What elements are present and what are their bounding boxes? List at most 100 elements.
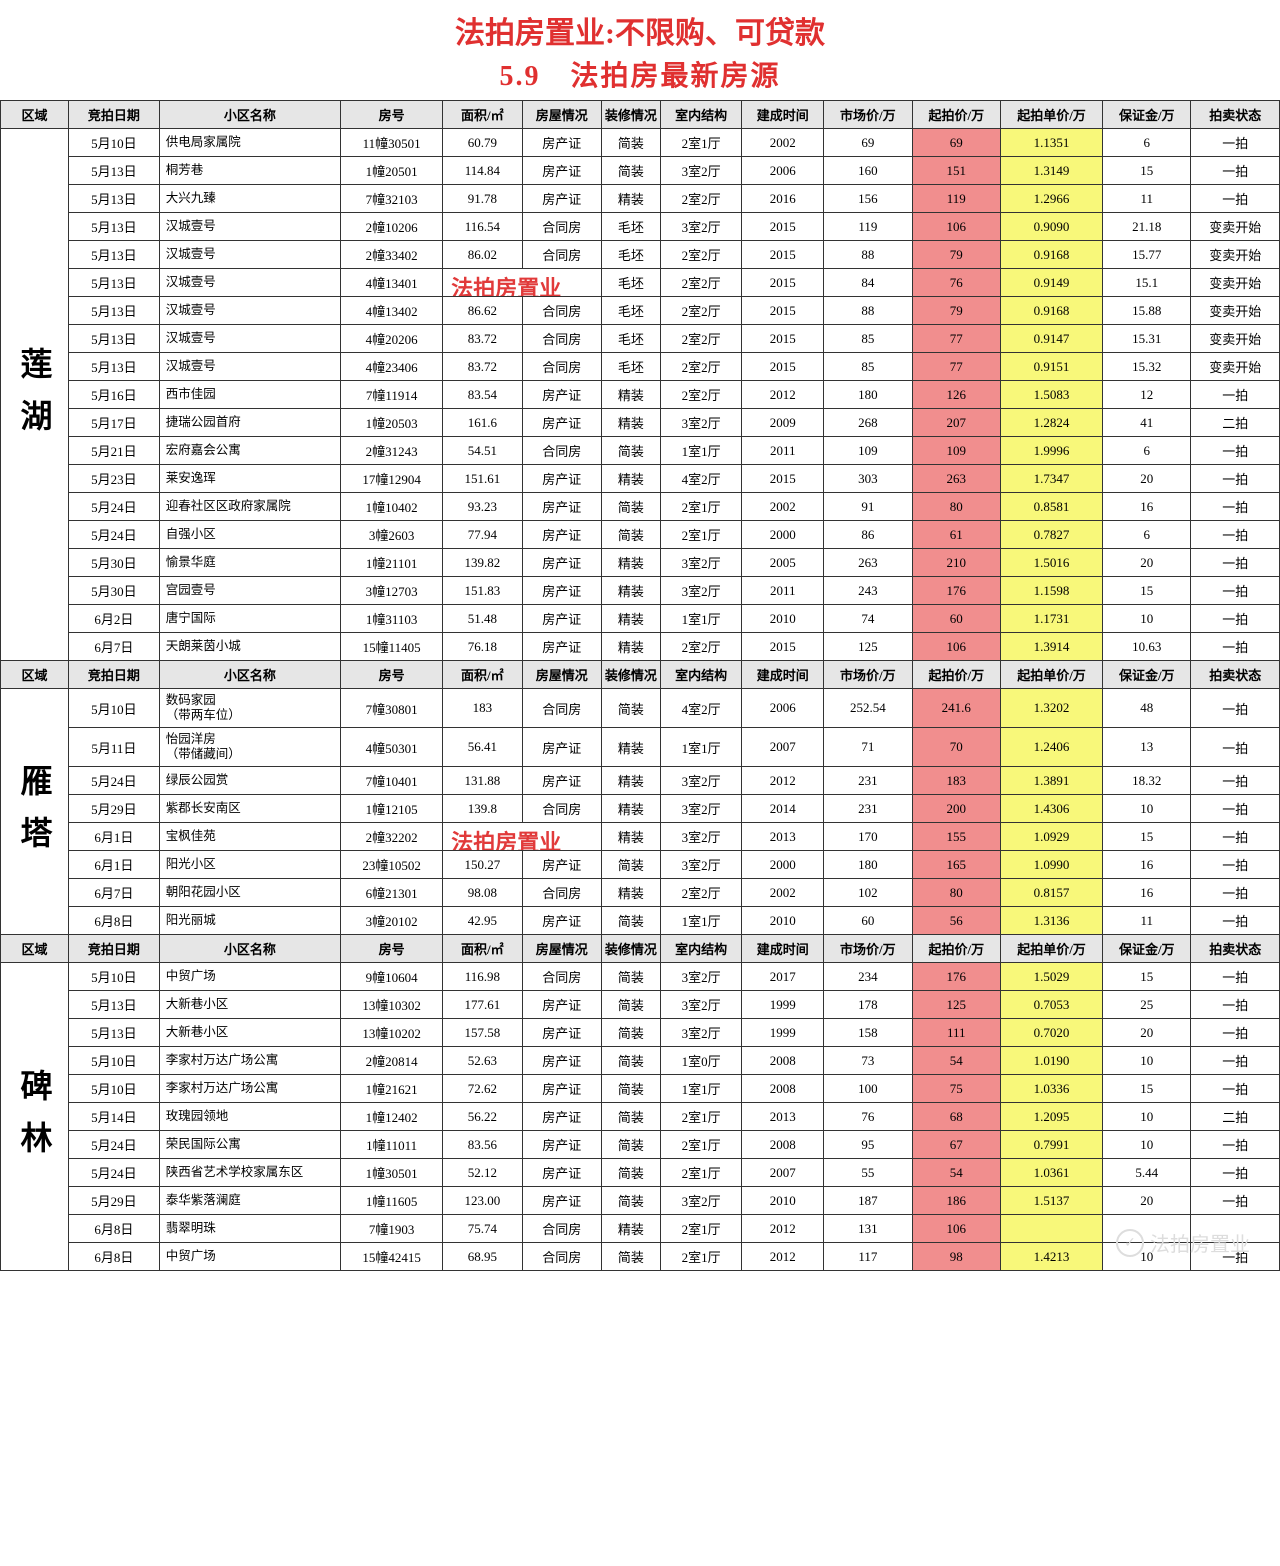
unit-price-cell: 1.3149	[1000, 157, 1102, 185]
date-cell: 5月16日	[69, 381, 160, 409]
market-cell: 55	[824, 1159, 912, 1187]
layout-cell: 3室2厅	[660, 823, 742, 851]
area-cell: 76.18	[443, 633, 522, 661]
name-cell: 愉景华庭	[159, 549, 340, 577]
table-row: 5月24日荣民国际公寓1幢1101183.56房产证简装2室1厅20089567…	[1, 1131, 1280, 1159]
unit-price-cell: 1.0929	[1000, 823, 1102, 851]
area-cell: 72.62	[443, 1075, 522, 1103]
unit-price-cell: 0.7020	[1000, 1019, 1102, 1047]
column-header: 小区名称	[159, 101, 340, 129]
ptype-cell: 房产证	[522, 1187, 601, 1215]
layout-cell: 2室2厅	[660, 353, 742, 381]
table-row: 6月8日阳光丽城3幢2010242.95房产证简装1室1厅201060561.3…	[1, 907, 1280, 935]
table-row: 5月17日捷瑞公园首府1幢20503161.6房产证精装3室2厅20092682…	[1, 409, 1280, 437]
deposit-cell: 5.44	[1103, 1159, 1191, 1187]
date-cell: 5月13日	[69, 157, 160, 185]
year-cell: 2015	[742, 269, 824, 297]
table-row: 5月23日莱安逸珲17幢12904151.61房产证精装4室2厅20153032…	[1, 465, 1280, 493]
deco-cell: 简装	[601, 521, 660, 549]
date-cell: 5月10日	[69, 963, 160, 991]
room-cell: 1幢10402	[341, 493, 443, 521]
status-cell: 一拍	[1191, 907, 1280, 935]
unit-price-cell: 1.4306	[1000, 795, 1102, 823]
market-cell: 178	[824, 991, 912, 1019]
table-row: 5月13日汉城壹号4幢2020683.72合同房毛坯2室2厅201585770.…	[1, 325, 1280, 353]
start-price-cell: 54	[912, 1047, 1000, 1075]
room-cell: 15幢42415	[341, 1243, 443, 1271]
column-header: 室内结构	[660, 661, 742, 689]
area-cell: 83.56	[443, 1131, 522, 1159]
deco-cell: 毛坯	[601, 353, 660, 381]
layout-cell: 2室2厅	[660, 325, 742, 353]
deposit-cell: 10	[1103, 1131, 1191, 1159]
start-price-cell: 77	[912, 325, 1000, 353]
name-cell: 桐芳巷	[159, 157, 340, 185]
room-cell: 1幢12402	[341, 1103, 443, 1131]
deco-cell: 毛坯	[601, 297, 660, 325]
layout-cell: 4室2厅	[660, 689, 742, 728]
area-cell: 98.08	[443, 879, 522, 907]
table-row: 6月1日宝枫佳苑2幢32202法拍房置业精装3室2厅20131701551.09…	[1, 823, 1280, 851]
ptype-cell: 房产证	[522, 577, 601, 605]
deco-cell: 简装	[601, 1019, 660, 1047]
room-cell: 9幢10604	[341, 963, 443, 991]
market-cell: 88	[824, 241, 912, 269]
table-row: 5月21日宏府嘉会公寓2幢3124354.51合同房简装1室1厅20111091…	[1, 437, 1280, 465]
deco-cell: 精装	[601, 879, 660, 907]
date-cell: 5月10日	[69, 689, 160, 728]
deco-cell: 精装	[601, 1215, 660, 1243]
column-header: 面积/㎡	[443, 661, 522, 689]
start-price-cell: 80	[912, 493, 1000, 521]
unit-price-cell: 0.8157	[1000, 879, 1102, 907]
start-price-cell: 67	[912, 1131, 1000, 1159]
column-header: 建成时间	[742, 661, 824, 689]
date-cell: 6月1日	[69, 851, 160, 879]
start-price-cell: 155	[912, 823, 1000, 851]
ptype-cell: 合同房	[522, 795, 601, 823]
layout-cell: 2室1厅	[660, 1243, 742, 1271]
date-cell: 5月24日	[69, 1131, 160, 1159]
room-cell: 7幢30801	[341, 689, 443, 728]
status-cell: 变卖开始	[1191, 297, 1280, 325]
deposit-cell: 41	[1103, 409, 1191, 437]
room-cell: 2幢20814	[341, 1047, 443, 1075]
name-cell: 中贸广场	[159, 963, 340, 991]
start-price-cell: 186	[912, 1187, 1000, 1215]
layout-cell: 3室2厅	[660, 157, 742, 185]
status-cell: 变卖开始	[1191, 325, 1280, 353]
name-cell: 自强小区	[159, 521, 340, 549]
layout-cell: 3室2厅	[660, 991, 742, 1019]
unit-price-cell: 1.9996	[1000, 437, 1102, 465]
deco-cell: 毛坯	[601, 213, 660, 241]
market-cell: 131	[824, 1215, 912, 1243]
deposit-cell: 13	[1103, 728, 1191, 767]
name-cell: 绿辰公园赏	[159, 767, 340, 795]
area-cell: 161.6	[443, 409, 522, 437]
date-cell: 5月13日	[69, 241, 160, 269]
area-cell: 51.48	[443, 605, 522, 633]
column-header: 室内结构	[660, 101, 742, 129]
ptype-cell: 房产证	[522, 129, 601, 157]
area-cell: 54.51	[443, 437, 522, 465]
area-cell: 123.00	[443, 1187, 522, 1215]
status-cell: 一拍	[1191, 157, 1280, 185]
date-cell: 5月24日	[69, 493, 160, 521]
year-cell: 2006	[742, 157, 824, 185]
room-cell: 1幢12105	[341, 795, 443, 823]
area-cell: 86.02	[443, 241, 522, 269]
status-cell: 一拍	[1191, 437, 1280, 465]
year-cell: 2015	[742, 353, 824, 381]
column-header: 竞拍日期	[69, 935, 160, 963]
status-cell: 一拍	[1191, 1187, 1280, 1215]
start-price-cell: 176	[912, 577, 1000, 605]
room-cell: 17幢12904	[341, 465, 443, 493]
unit-price-cell: 1.1351	[1000, 129, 1102, 157]
layout-cell: 3室2厅	[660, 409, 742, 437]
market-cell: 71	[824, 728, 912, 767]
start-price-cell: 56	[912, 907, 1000, 935]
year-cell: 2000	[742, 521, 824, 549]
market-cell: 158	[824, 1019, 912, 1047]
deco-cell: 简装	[601, 991, 660, 1019]
name-cell: 宫园壹号	[159, 577, 340, 605]
deposit-cell: 10	[1103, 1103, 1191, 1131]
